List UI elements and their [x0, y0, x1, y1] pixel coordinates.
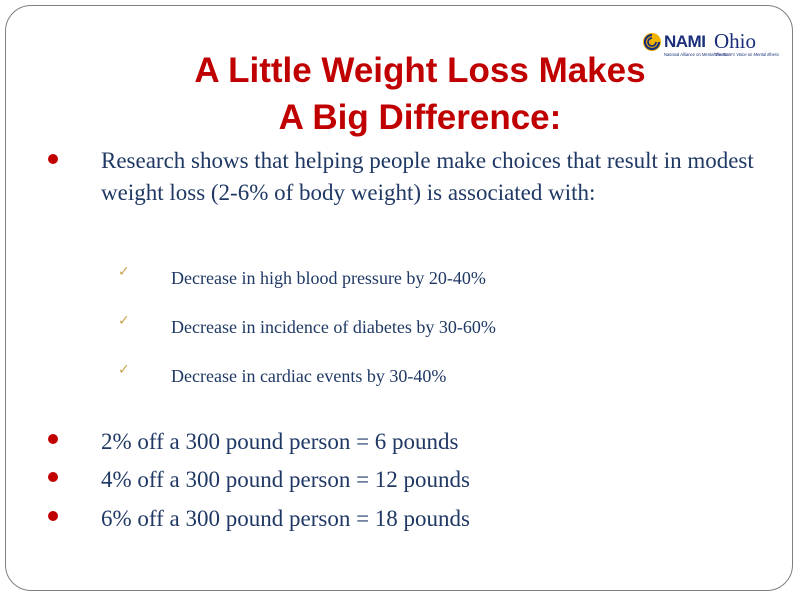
- slide-title-line2: A Big Difference:: [278, 98, 562, 137]
- logo-brand: NAMI: [664, 32, 706, 51]
- intro-paragraph: Research shows that helping people make …: [101, 148, 754, 205]
- logo-tagline-left: National Alliance on Mental Illness: [664, 52, 728, 57]
- benefit-item: Decrease in high blood pressure by 20-40…: [171, 268, 486, 288]
- nami-ohio-logo: NAMI Ohio National Alliance on Mental Il…: [642, 29, 779, 62]
- stat-item: 6% off a 300 pound person = 18 pounds: [101, 506, 471, 531]
- checkmark-icon: ✓: [118, 313, 130, 329]
- slide-frame: [5, 5, 793, 591]
- benefit-item: Decrease in cardiac events by 30-40%: [171, 366, 447, 386]
- stat-item: 2% off a 300 pound person = 6 pounds: [101, 429, 459, 454]
- bullet-icon: [48, 154, 58, 164]
- slide-title-line1: A Little Weight Loss Makes: [194, 51, 646, 90]
- logo-tagline-right: The State's Voice on Mental Illness: [714, 52, 780, 57]
- bullet-icon: [48, 511, 58, 521]
- checkmark-icon: ✓: [118, 362, 130, 378]
- bullet-icon: [48, 472, 58, 482]
- checkmark-icon: ✓: [118, 264, 130, 280]
- nami-swirl-icon: [643, 33, 661, 51]
- bullet-icon: [48, 434, 58, 444]
- benefit-item: Decrease in incidence of diabetes by 30-…: [171, 317, 496, 337]
- stat-item: 4% off a 300 pound person = 12 pounds: [101, 467, 471, 492]
- logo-state: Ohio: [714, 29, 756, 53]
